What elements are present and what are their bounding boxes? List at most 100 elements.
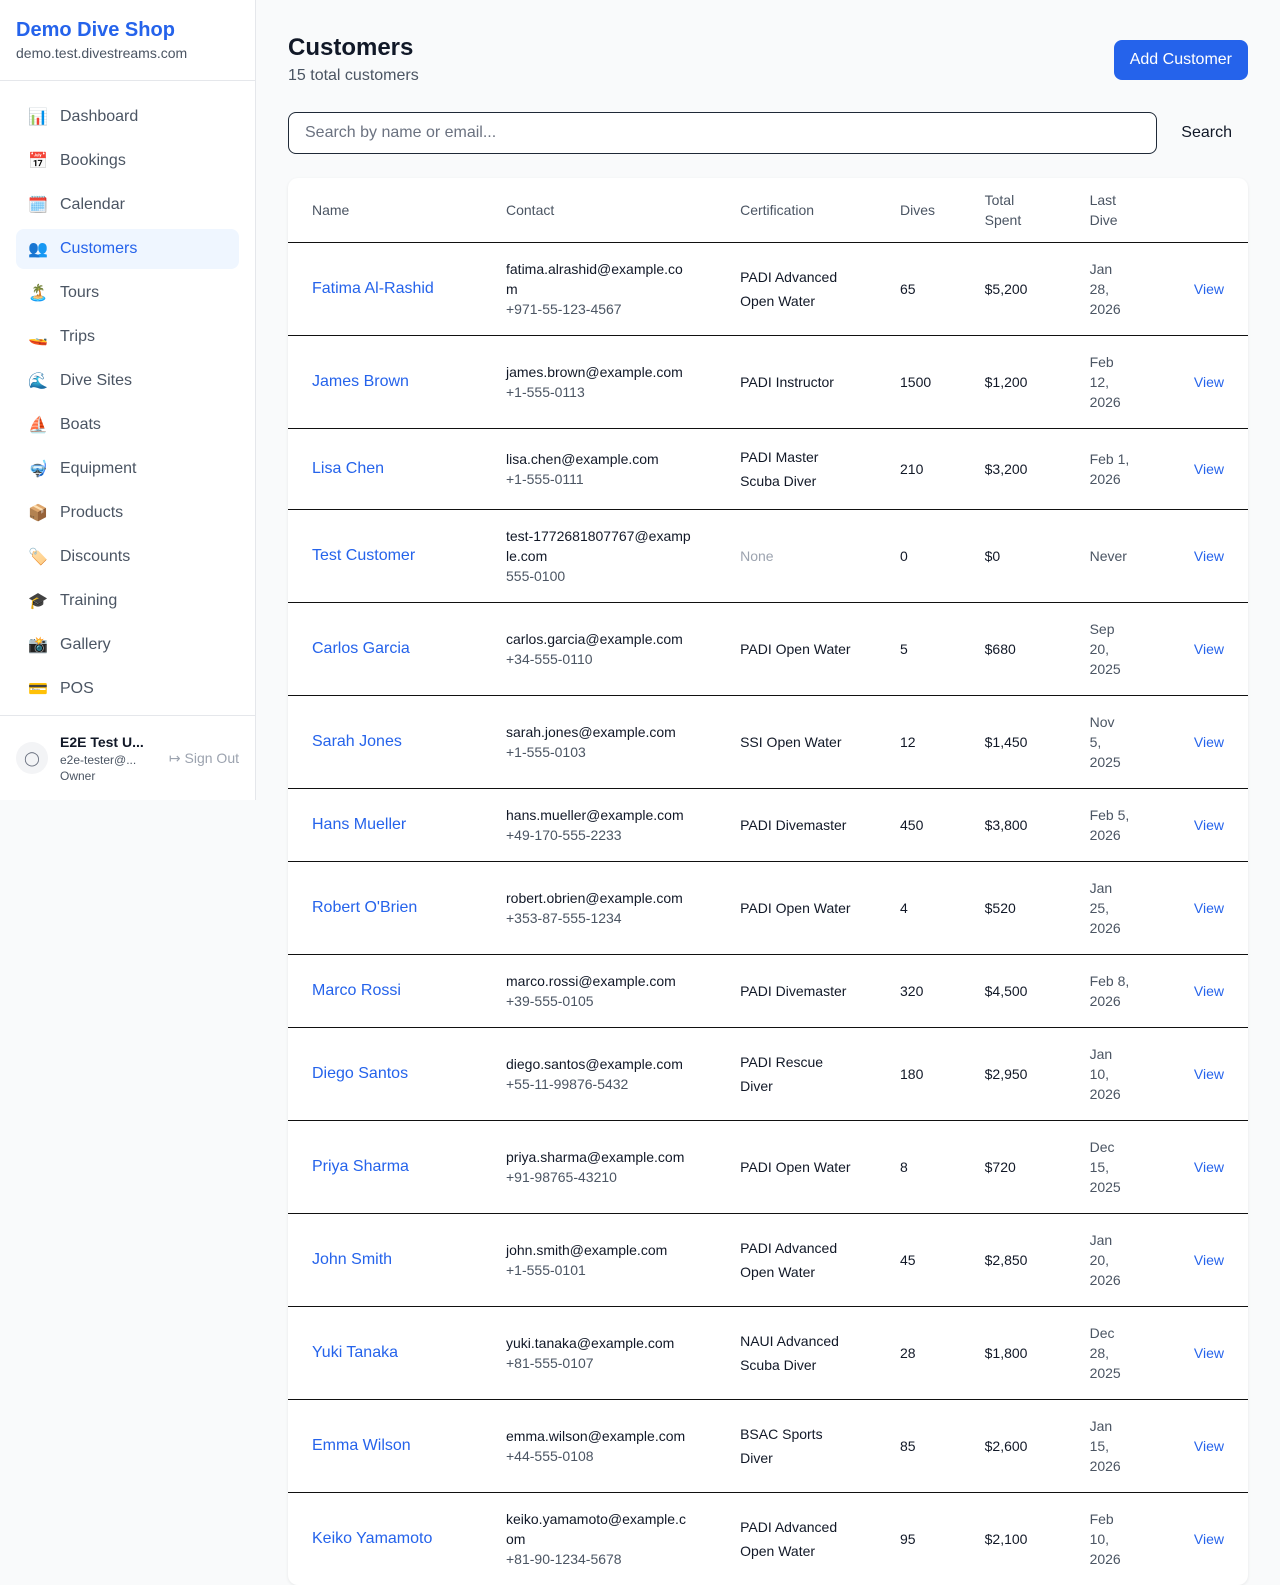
table-row: Marco Rossi marco.rossi@example.com+39-5…: [288, 955, 1248, 1028]
user-role: Owner: [60, 768, 169, 784]
table-row: James Brown james.brown@example.com+1-55…: [288, 336, 1248, 429]
customer-total-spent: $2,600: [961, 1400, 1066, 1493]
customer-phone: +971-55-123-4567: [506, 299, 692, 319]
view-customer-link[interactable]: View: [1194, 1531, 1224, 1547]
view-customer-link[interactable]: View: [1194, 641, 1224, 657]
sidebar-item-dive-sites[interactable]: 🌊Dive Sites: [16, 361, 239, 401]
customer-name-link[interactable]: Diego Santos: [312, 1062, 458, 1086]
sidebar-item-customers[interactable]: 👥Customers: [16, 229, 239, 269]
sidebar-item-dashboard[interactable]: 📊Dashboard: [16, 97, 239, 137]
customer-email: test-1772681807767@example.com: [506, 526, 692, 566]
customer-name-link[interactable]: John Smith: [312, 1248, 458, 1272]
speedboat-icon: 🚤: [28, 327, 48, 347]
customer-total-spent: $1,200: [961, 336, 1066, 429]
view-customer-link[interactable]: View: [1194, 1252, 1224, 1268]
sidebar-item-label: Training: [60, 592, 117, 610]
customer-name-link[interactable]: Yuki Tanaka: [312, 1341, 458, 1365]
customer-last-dive: Jan 28, 2026: [1090, 259, 1130, 319]
customer-name-link[interactable]: Test Customer: [312, 544, 458, 568]
customer-last-dive: Jan 25, 2026: [1090, 878, 1130, 938]
tag-icon: 🏷️: [28, 547, 48, 567]
customer-certification: PADI Rescue Diver: [740, 1050, 852, 1098]
col-contact: Contact: [482, 178, 716, 243]
table-row: Robert O'Brien robert.obrien@example.com…: [288, 862, 1248, 955]
sidebar-item-boats[interactable]: ⛵Boats: [16, 405, 239, 445]
sidebar-item-label: Customers: [60, 240, 137, 258]
customer-phone: +34-555-0110: [506, 649, 692, 669]
sidebar-item-pos[interactable]: 💳POS: [16, 669, 239, 709]
customer-name-link[interactable]: Keiko Yamamoto: [312, 1527, 458, 1551]
customer-last-dive: Nov 5, 2025: [1090, 712, 1130, 772]
sidebar-item-gallery[interactable]: 📸 Gallery: [16, 625, 239, 665]
customer-total-spent: $2,850: [961, 1214, 1066, 1307]
customer-dives: 85: [876, 1400, 961, 1493]
sidebar-item-bookings[interactable]: 📅Bookings: [16, 141, 239, 181]
customer-total-spent: $4,500: [961, 955, 1066, 1028]
customer-email: fatima.alrashid@example.com: [506, 259, 692, 299]
customer-last-dive: Jan 15, 2026: [1090, 1416, 1130, 1476]
view-customer-link[interactable]: View: [1194, 1159, 1224, 1175]
view-customer-link[interactable]: View: [1194, 1438, 1224, 1454]
add-customer-button[interactable]: Add Customer: [1114, 40, 1248, 80]
search-button[interactable]: Search: [1157, 124, 1248, 142]
customer-name-link[interactable]: Priya Sharma: [312, 1155, 458, 1179]
sidebar-item-training[interactable]: 🎓Training: [16, 581, 239, 621]
spiral-calendar-icon: 🗓️: [28, 195, 48, 215]
sidebar-item-tours[interactable]: 🏝️Tours: [16, 273, 239, 313]
view-customer-link[interactable]: View: [1194, 281, 1224, 297]
sidebar-item-trips[interactable]: 🚤 Trips: [16, 317, 239, 357]
customer-dives: 450: [876, 789, 961, 862]
sidebar-item-label: Trips: [60, 328, 95, 346]
brand: Demo Dive Shop demo.test.divestreams.com: [0, 0, 255, 81]
view-customer-link[interactable]: View: [1194, 374, 1224, 390]
customer-phone: +1-555-0103: [506, 742, 692, 762]
customer-total-spent: $2,950: [961, 1028, 1066, 1121]
customer-certification: None: [740, 544, 852, 568]
view-customer-link[interactable]: View: [1194, 817, 1224, 833]
customer-name-link[interactable]: Emma Wilson: [312, 1434, 458, 1458]
customer-email: emma.wilson@example.com: [506, 1426, 692, 1446]
view-customer-link[interactable]: View: [1194, 1066, 1224, 1082]
sidebar-item-label: Gallery: [60, 636, 111, 654]
customer-email: john.smith@example.com: [506, 1240, 692, 1260]
view-customer-link[interactable]: View: [1194, 1345, 1224, 1361]
sign-out-label: Sign Out: [185, 750, 239, 766]
sidebar-item-discounts[interactable]: 🏷️Discounts: [16, 537, 239, 577]
customer-name-link[interactable]: Fatima Al-Rashid: [312, 277, 458, 301]
customer-name-link[interactable]: Carlos Garcia: [312, 637, 458, 661]
search-input[interactable]: [288, 112, 1157, 154]
customer-name-link[interactable]: Hans Mueller: [312, 813, 458, 837]
customer-phone: +353-87-555-1234: [506, 908, 692, 928]
shop-name[interactable]: Demo Dive Shop: [16, 16, 239, 44]
sign-out-button[interactable]: ↦ Sign Out: [169, 750, 239, 767]
customer-name-link[interactable]: Marco Rossi: [312, 979, 458, 1003]
sidebar-item-label: Boats: [60, 416, 101, 434]
sidebar-item-equipment[interactable]: 🤿Equipment: [16, 449, 239, 489]
customer-dives: 28: [876, 1307, 961, 1400]
table-row: Fatima Al-Rashid fatima.alrashid@example…: [288, 243, 1248, 336]
view-customer-link[interactable]: View: [1194, 900, 1224, 916]
customer-phone: +81-90-1234-5678: [506, 1549, 692, 1569]
sidebar-item-calendar[interactable]: 🗓️ Calendar: [16, 185, 239, 225]
customer-certification: PADI Advanced Open Water: [740, 1515, 852, 1563]
sidebar-item-products[interactable]: 📦Products: [16, 493, 239, 533]
customer-name-link[interactable]: James Brown: [312, 370, 458, 394]
table-row: John Smith john.smith@example.com+1-555-…: [288, 1214, 1248, 1307]
sidebar-item-label: Calendar: [60, 196, 125, 214]
view-customer-link[interactable]: View: [1194, 548, 1224, 564]
view-customer-link[interactable]: View: [1194, 461, 1224, 477]
customer-name-link[interactable]: Robert O'Brien: [312, 896, 458, 920]
customer-dives: 65: [876, 243, 961, 336]
customer-phone: +55-11-99876-5432: [506, 1074, 692, 1094]
customer-name-link[interactable]: Lisa Chen: [312, 457, 458, 481]
customer-phone: +1-555-0111: [506, 469, 692, 489]
view-customer-link[interactable]: View: [1194, 983, 1224, 999]
customer-name-link[interactable]: Sarah Jones: [312, 730, 458, 754]
customer-phone: +1-555-0101: [506, 1260, 692, 1280]
view-customer-link[interactable]: View: [1194, 734, 1224, 750]
customer-last-dive: Dec 15, 2025: [1090, 1137, 1130, 1197]
customer-email: keiko.yamamoto@example.com: [506, 1509, 692, 1549]
customer-email: lisa.chen@example.com: [506, 449, 692, 469]
camera-icon: 📸: [28, 635, 48, 655]
customer-certification: SSI Open Water: [740, 730, 852, 754]
